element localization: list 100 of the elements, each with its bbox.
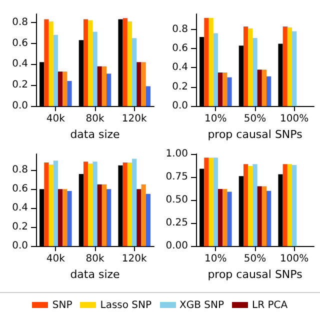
- bar: [266, 190, 272, 246]
- bar: [204, 18, 209, 106]
- bar: [141, 184, 146, 246]
- bar: [97, 66, 102, 106]
- bar: [292, 165, 297, 246]
- bar: [213, 158, 218, 246]
- bar: [58, 189, 63, 246]
- y-tick-label: 0.6: [12, 38, 28, 49]
- bar: [282, 26, 288, 106]
- bar: [227, 77, 232, 106]
- y-tick-label: 0.6: [172, 43, 188, 54]
- y-tick-label: 0.8: [12, 16, 28, 28]
- y-tick-label: 0.0: [12, 240, 28, 252]
- bar: [287, 27, 292, 106]
- x-axis-title: prop causal SNPs: [208, 128, 303, 141]
- y-tick-label: 0.50: [166, 194, 188, 206]
- bar: [204, 158, 209, 246]
- bar: [106, 74, 112, 106]
- x-tick-label: 100%: [280, 254, 309, 265]
- x-tick-label: 120k: [122, 114, 147, 125]
- x-tick-label: 100%: [280, 114, 309, 125]
- bar: [136, 62, 142, 106]
- bar: [48, 21, 54, 106]
- y-tick-label: 0.0: [172, 100, 188, 112]
- bar: [67, 191, 72, 246]
- y-tick-label: 0.4: [12, 58, 28, 70]
- x-tick-label: 40k: [46, 114, 66, 125]
- bar: [146, 194, 150, 246]
- bar: [146, 86, 150, 106]
- y-tick-label: 0.0: [12, 100, 28, 112]
- bar: [53, 160, 58, 246]
- bar: [102, 66, 107, 106]
- bar: [141, 62, 146, 106]
- bar: [67, 80, 72, 106]
- x-tick-label: 50%: [244, 254, 266, 265]
- legend-label: XGB SNP: [180, 300, 224, 310]
- bar: [252, 38, 258, 106]
- bar: [127, 162, 132, 246]
- bar: [248, 166, 253, 246]
- bar: [62, 189, 68, 246]
- bar: [243, 26, 248, 106]
- x-axis-title: prop causal SNPs: [208, 268, 303, 281]
- bar: [282, 164, 288, 246]
- bar: [252, 164, 258, 246]
- bar: [127, 21, 132, 106]
- x-tick-label: 10%: [204, 114, 227, 125]
- x-tick-label: 40k: [46, 254, 66, 265]
- bar: [243, 164, 248, 246]
- bar: [106, 189, 112, 246]
- bar: [83, 19, 88, 106]
- bar: [248, 28, 253, 106]
- bar: [58, 72, 63, 106]
- y-tick-label: 1.00: [166, 148, 188, 160]
- bar: [88, 163, 93, 246]
- x-tick-label: 120k: [122, 254, 147, 265]
- y-tick-label: 0.4: [172, 62, 188, 74]
- bar: [122, 18, 128, 106]
- bar: [222, 189, 228, 246]
- bar: [257, 70, 262, 106]
- x-axis-title: data size: [70, 268, 120, 281]
- x-tick-label: 10%: [204, 254, 227, 265]
- bar: [122, 162, 128, 246]
- bar: [83, 162, 88, 246]
- y-tick-label: 0.8: [172, 24, 188, 35]
- x-tick-label: 50%: [244, 114, 266, 125]
- bar: [213, 33, 218, 106]
- y-tick-label: 0.00: [166, 240, 188, 252]
- bar: [92, 32, 98, 106]
- bar: [44, 162, 49, 246]
- y-tick-label: 0.2: [12, 222, 28, 233]
- bar: [208, 158, 214, 246]
- bar: [208, 18, 214, 106]
- legend-label: SNP: [52, 300, 72, 310]
- bar: [132, 38, 137, 106]
- bar: [62, 72, 68, 106]
- bar: [218, 189, 223, 246]
- bar: [48, 164, 54, 246]
- bar: [257, 186, 262, 246]
- x-axis-title: data size: [70, 128, 120, 141]
- bar: [222, 72, 228, 106]
- bar: [97, 184, 102, 246]
- y-tick-label: 0.25: [166, 218, 188, 229]
- x-tick-label: 80k: [86, 254, 104, 265]
- bar: [92, 162, 98, 246]
- bar: [53, 34, 58, 106]
- bar: [292, 31, 297, 106]
- bar: [218, 72, 223, 106]
- y-tick-label: 0.2: [172, 81, 188, 92]
- legend-label: LR PCA: [252, 300, 288, 310]
- legend-label: Lasso SNP: [100, 300, 152, 310]
- bar: [287, 164, 292, 246]
- bar: [262, 186, 267, 246]
- bar: [227, 192, 232, 246]
- y-tick-label: 0.2: [12, 80, 28, 91]
- bar: [132, 158, 137, 246]
- y-tick-label: 0.6: [12, 184, 28, 195]
- x-tick-label: 80k: [86, 114, 104, 125]
- bar: [44, 19, 49, 106]
- y-tick-label: 0.4: [12, 202, 28, 214]
- y-tick-label: 0.75: [166, 172, 188, 183]
